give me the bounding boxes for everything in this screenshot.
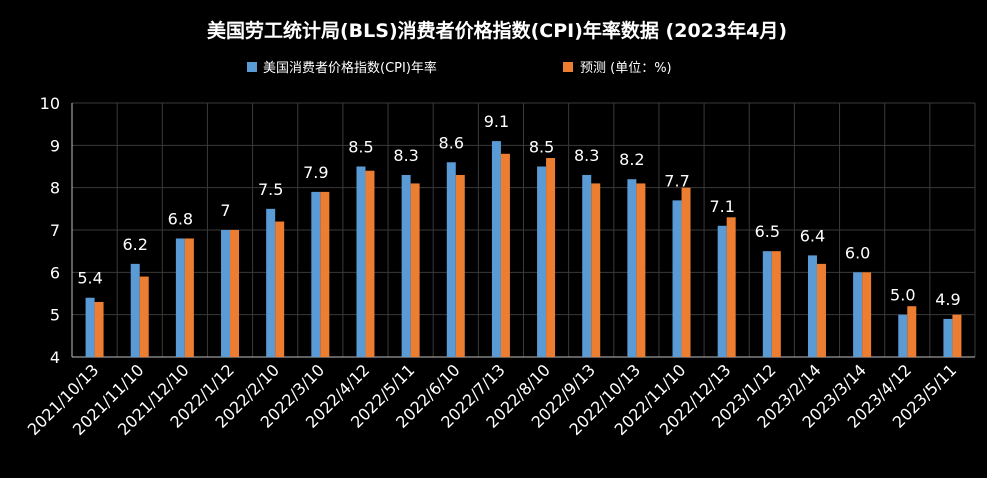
data-label: 6.4 bbox=[800, 226, 825, 245]
bar-cpi bbox=[175, 238, 185, 357]
bar-cpi bbox=[807, 255, 817, 357]
bar-cpi bbox=[221, 230, 231, 357]
bar-forecast bbox=[952, 314, 962, 357]
bars bbox=[85, 141, 962, 357]
bar-cpi bbox=[762, 251, 772, 357]
bar-forecast bbox=[816, 263, 826, 357]
data-label: 6.5 bbox=[755, 222, 780, 241]
data-label: 8.3 bbox=[393, 146, 418, 165]
bar-forecast bbox=[862, 272, 872, 357]
legend-label-forecast: 预测 (单位：%) bbox=[580, 61, 672, 76]
data-label: 8.5 bbox=[348, 138, 373, 157]
bar-cpi bbox=[491, 141, 501, 357]
bar-cpi bbox=[130, 263, 140, 357]
bar-forecast bbox=[771, 251, 781, 357]
data-label: 8.2 bbox=[619, 150, 644, 169]
legend-swatch-forecast bbox=[563, 62, 573, 72]
bar-forecast bbox=[591, 183, 601, 357]
bar-forecast bbox=[455, 174, 465, 357]
bar-cpi bbox=[582, 174, 592, 357]
data-label: 5.4 bbox=[77, 269, 102, 288]
y-tick-label: 7 bbox=[50, 221, 60, 240]
bar-cpi bbox=[311, 191, 321, 357]
data-label: 6.2 bbox=[122, 235, 147, 254]
y-tick-label: 4 bbox=[50, 348, 60, 367]
legend-label-cpi: 美国消费者价格指数(CPI)年率 bbox=[263, 60, 437, 76]
y-tick-label: 9 bbox=[50, 136, 60, 155]
bar-forecast bbox=[320, 191, 330, 357]
bar-forecast bbox=[546, 158, 556, 357]
chart-legend: 美国消费者价格指数(CPI)年率 预测 (单位：%) bbox=[247, 60, 672, 76]
data-label: 7 bbox=[220, 201, 230, 220]
y-tick-label: 5 bbox=[50, 306, 60, 325]
data-label: 8.6 bbox=[439, 133, 464, 152]
bar-forecast bbox=[230, 230, 240, 357]
bar-cpi bbox=[356, 166, 366, 357]
bar-cpi bbox=[446, 162, 456, 357]
bar-cpi bbox=[672, 200, 682, 357]
data-label: 9.1 bbox=[484, 112, 509, 131]
legend-swatch-cpi bbox=[247, 62, 257, 72]
chart-title: 美国劳工统计局(BLS)消费者价格指数(CPI)年率数据 (2023年4月) bbox=[207, 19, 787, 42]
data-labels: 5.4 6.2 6.8 7 7.5 7.9 8.5 8.3 8.6 9.1 8.5 8.3 8.2 7.7… bbox=[77, 112, 960, 309]
bar-forecast bbox=[681, 187, 691, 357]
data-label: 5.0 bbox=[890, 286, 915, 305]
bar-forecast bbox=[410, 183, 420, 357]
data-label: 7.5 bbox=[258, 180, 283, 199]
bar-cpi bbox=[853, 272, 863, 357]
bar-cpi bbox=[266, 208, 276, 357]
bar-cpi bbox=[401, 174, 411, 357]
bar-forecast bbox=[726, 217, 736, 357]
data-label: 4.9 bbox=[935, 290, 960, 309]
data-label: 7.7 bbox=[664, 171, 689, 190]
bar-forecast bbox=[365, 170, 375, 357]
data-label: 6.0 bbox=[845, 243, 870, 262]
y-tick-label: 8 bbox=[50, 179, 60, 198]
y-tick-label: 6 bbox=[50, 263, 60, 282]
data-label: 8.5 bbox=[529, 138, 554, 157]
bar-cpi bbox=[537, 166, 547, 357]
gridlines bbox=[71, 102, 976, 358]
bar-forecast bbox=[907, 306, 917, 357]
data-label: 7.1 bbox=[709, 197, 734, 216]
bar-cpi bbox=[943, 318, 953, 357]
bar-forecast bbox=[184, 238, 194, 357]
bar-cpi bbox=[717, 225, 727, 357]
bar-cpi bbox=[85, 297, 95, 357]
bar-cpi bbox=[898, 314, 908, 357]
bar-forecast bbox=[139, 276, 149, 357]
data-label: 8.3 bbox=[574, 146, 599, 165]
y-tick-label: 10 bbox=[40, 94, 60, 113]
bar-forecast bbox=[500, 153, 510, 357]
data-label: 7.9 bbox=[303, 163, 328, 182]
bar-forecast bbox=[94, 301, 104, 357]
bar-forecast bbox=[275, 221, 285, 357]
y-axis: 4 5 6 7 8 9 10 bbox=[40, 94, 73, 367]
data-label: 6.8 bbox=[168, 209, 193, 228]
x-axis: 2021/10/132021/11/102021/12/102022/1/122… bbox=[24, 356, 975, 439]
bar-forecast bbox=[636, 183, 646, 357]
bar-cpi bbox=[627, 179, 637, 357]
